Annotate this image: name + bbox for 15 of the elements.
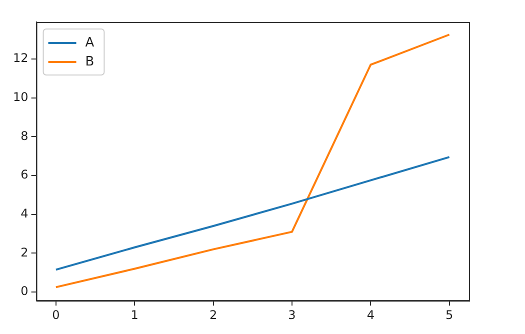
x-tick-label: 4	[366, 308, 374, 322]
y-tick-label: 10	[12, 90, 28, 104]
x-tick-label: 5	[446, 308, 454, 322]
x-tick-label: 2	[209, 308, 218, 322]
y-tick-label: 8	[20, 128, 28, 143]
x-tick-label: 3	[288, 308, 296, 322]
x-tick-label: 1	[130, 308, 138, 322]
legend-label: B	[85, 54, 94, 70]
y-tick-label: 2	[20, 245, 28, 260]
x-tick-label: 0	[52, 308, 60, 322]
y-tick-label: 0	[20, 284, 28, 298]
legend-label: A	[85, 35, 94, 50]
y-tick-label: 12	[12, 51, 28, 66]
y-tick-label: 4	[20, 206, 28, 220]
y-tick-label: 6	[20, 168, 28, 182]
